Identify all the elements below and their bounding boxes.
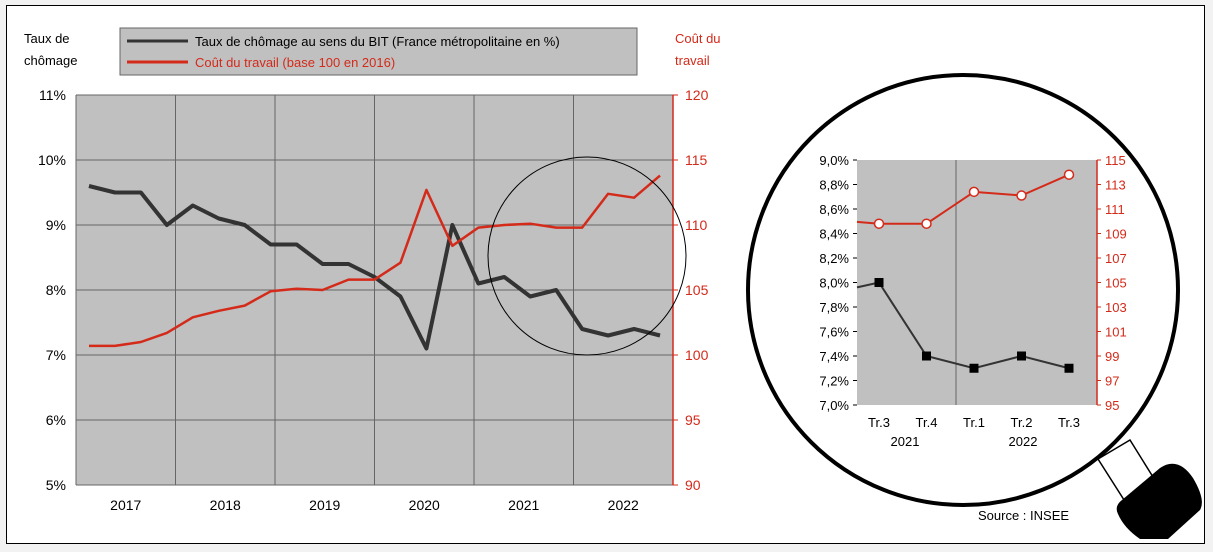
zoom-right-tick-label: 95 xyxy=(1105,398,1119,413)
zoom-left-tick-label: 7,2% xyxy=(819,374,849,389)
zoom-year-2021: 2021 xyxy=(891,434,920,449)
zoom-year-2022: 2022 xyxy=(1009,434,1038,449)
main-left-tick-label: 10% xyxy=(38,152,66,168)
zoom-left-tick-label: 8,4% xyxy=(819,227,849,242)
main-x-tick-label: 2020 xyxy=(409,497,440,513)
zoom-labour-cost-marker xyxy=(921,218,932,229)
zoom-left-tick-label: 8,6% xyxy=(819,202,849,217)
main-left-tick-label: 7% xyxy=(46,347,66,363)
zoom-x-tick-label: Tr.1 xyxy=(963,415,985,430)
zoom-left-tick-label: 7,8% xyxy=(819,300,849,315)
main-right-tick-label: 100 xyxy=(685,347,709,363)
zoom-right-tick-label: 115 xyxy=(1105,153,1126,168)
zoom-unemployment-marker xyxy=(1064,363,1074,373)
main-right-tick-label: 105 xyxy=(685,282,709,298)
zoom-right-tick-label: 105 xyxy=(1105,276,1127,291)
main-left-tick-label: 9% xyxy=(46,217,66,233)
legend-box xyxy=(119,27,638,76)
source-note: Source : INSEE xyxy=(978,508,1069,523)
zoom-left-tick-label: 8,8% xyxy=(819,178,849,193)
main-x-axis-ticks: 2017 2018 2019 2020 2021 2022 xyxy=(110,497,639,513)
main-right-tick-label: 95 xyxy=(685,412,701,428)
right-axis-title-line2: travail xyxy=(675,53,710,68)
zoom-unemployment-marker xyxy=(922,351,931,361)
labour-cost-line xyxy=(88,174,661,348)
zoom-left-tick-label: 7,0% xyxy=(819,398,849,413)
zoom-focus-circle xyxy=(487,156,687,356)
left-axis-title-line1: Taux de xyxy=(24,31,70,46)
main-left-tick-label: 11% xyxy=(39,87,66,103)
main-x-tick-label: 2017 xyxy=(110,497,141,513)
zoom-x-tick-label: Tr.2 xyxy=(1011,415,1033,430)
zoom-unemployment-marker xyxy=(874,278,884,287)
zoom-labour-cost-marker xyxy=(1063,169,1075,180)
main-x-tick-label: 2019 xyxy=(309,497,340,513)
main-x-tick-label: 2022 xyxy=(608,497,639,513)
main-left-tick-label: 8% xyxy=(46,282,66,298)
zoom-left-axis-ticks: 7,0% 7,2% 7,4% 7,6% 7,8% 8,0% 8,2% 8,4% 8,6% 8,8%… xyxy=(819,153,857,413)
zoom-unemployment-marker xyxy=(969,363,979,373)
left-axis-title-line2: chômage xyxy=(24,53,77,68)
zoom-left-tick-label: 7,4% xyxy=(819,349,849,364)
right-axis-title-line1: Coût du xyxy=(675,31,721,46)
zoom-x-axis-ticks: Tr.3 Tr.4 Tr.1 Tr.2 Tr.3 xyxy=(868,415,1080,430)
zoom-left-tick-label: 8,2% xyxy=(819,251,849,266)
zoom-right-axis-ticks: 95 97 99 101 103 105 107 109 111 113 115 xyxy=(1097,153,1127,413)
main-left-tick-label: 6% xyxy=(46,412,66,428)
main-grid xyxy=(75,94,674,486)
zoom-left-tick-label: 8,0% xyxy=(819,276,849,291)
zoom-x-tick-label: Tr.3 xyxy=(1058,415,1080,430)
zoom-right-tick-label: 111 xyxy=(1105,202,1125,217)
zoom-right-tick-label: 113 xyxy=(1105,178,1126,193)
zoom-series xyxy=(856,169,1075,373)
zoom-right-tick-label: 97 xyxy=(1105,374,1119,389)
main-right-axis-ticks: 90 95 100 105 110 115 120 xyxy=(673,87,709,493)
legend-label-unemployment: Taux de chômage au sens du BIT (France m… xyxy=(195,34,560,49)
zoom-right-tick-label: 109 xyxy=(1105,227,1127,242)
main-right-tick-label: 90 xyxy=(685,477,701,493)
main-chart: 5% 6% 7% 8% 9% 10% 11% 90 95 100 105 110 115 120 201… xyxy=(24,27,721,513)
zoom-left-tick-label: 7,6% xyxy=(819,325,849,340)
main-series xyxy=(88,174,661,351)
main-right-tick-label: 115 xyxy=(685,152,708,168)
zoom-unemployment-marker xyxy=(1017,351,1026,361)
zoom-right-tick-label: 107 xyxy=(1105,251,1127,266)
zoom-x-tick-label: Tr.4 xyxy=(916,415,938,430)
main-x-tick-label: 2021 xyxy=(508,497,539,513)
zoom-labour-cost-marker xyxy=(1016,190,1027,201)
zoom-right-tick-label: 99 xyxy=(1105,349,1119,364)
main-left-tick-label: 5% xyxy=(46,477,66,493)
main-right-tick-label: 120 xyxy=(685,87,709,103)
zoom-chart: 7,0% 7,2% 7,4% 7,6% 7,8% 8,0% 8,2% 8,4% 8,6% 8,8%… xyxy=(819,153,1126,449)
zoom-labour-cost-marker xyxy=(968,186,980,198)
zoom-right-tick-label: 103 xyxy=(1105,300,1127,315)
main-x-tick-label: 2018 xyxy=(210,497,241,513)
magnifier-handle xyxy=(1116,463,1202,539)
zoom-right-tick-label: 101 xyxy=(1105,325,1127,340)
main-left-axis-ticks: 5% 6% 7% 8% 9% 10% 11% xyxy=(38,87,66,493)
legend: Taux de chômage au sens du BIT (France m… xyxy=(119,27,638,76)
zoom-left-tick-label: 9,0% xyxy=(819,153,849,168)
unemployment-line xyxy=(88,184,661,351)
main-right-tick-label: 110 xyxy=(685,217,708,233)
zoom-x-tick-label: Tr.3 xyxy=(868,415,890,430)
legend-label-labour-cost: Coût du travail (base 100 en 2016) xyxy=(195,55,395,70)
zoom-labour-cost-marker xyxy=(873,218,885,229)
